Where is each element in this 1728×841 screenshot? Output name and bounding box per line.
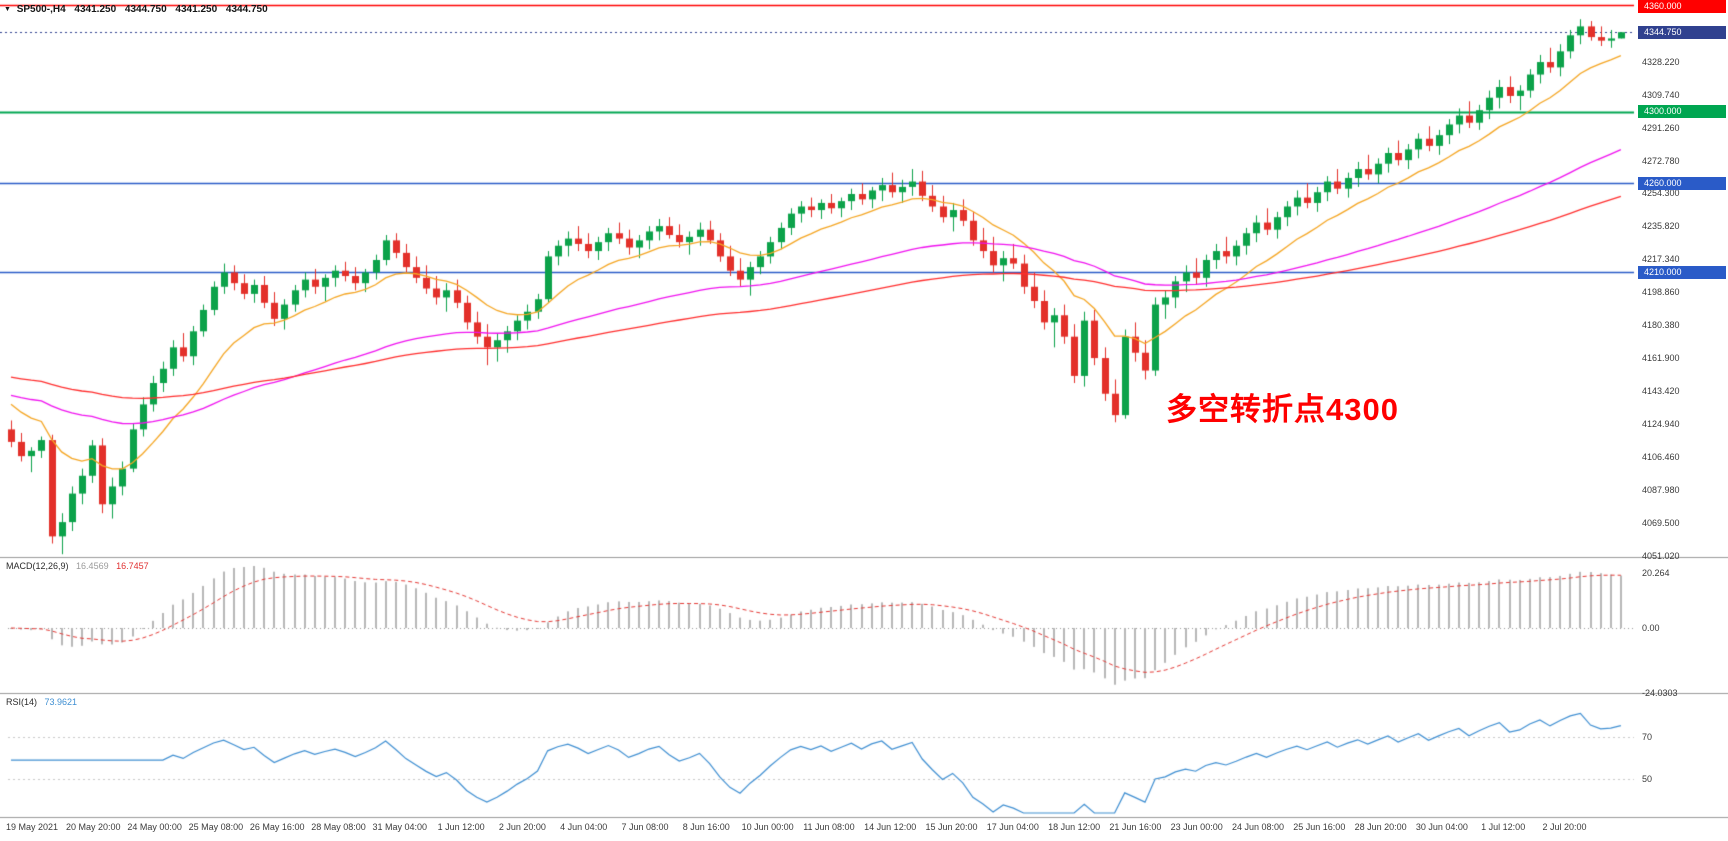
price-scale-label: 4180.380 [1642,320,1680,331]
price-scale-label: 4198.860 [1642,287,1680,298]
time-axis-label: 25 Jun 16:00 [1293,822,1346,832]
macd-scale-label: 0.00 [1642,623,1660,633]
macd-signal-value: 16.7457 [116,561,149,571]
time-axis-label: 10 Jun 00:00 [741,822,794,832]
price-scale-label: 4291.260 [1642,122,1680,133]
rsi-name: RSI(14) [6,697,38,707]
symbol-timeframe: SP500-,H4 [16,4,66,15]
macd-indicator-label: MACD(12,26,9) 16.4569 16.7457 [6,561,149,571]
ohlc-open: 4341.250 [74,4,117,15]
price-scale-label: 4124.940 [1642,419,1680,430]
time-axis-label: 23 Jun 00:00 [1170,822,1223,832]
time-axis-label: 18 Jun 12:00 [1048,822,1101,832]
time-axis-label: 1 Jun 12:00 [437,822,485,832]
hline-price-badge: 4210.000 [1638,265,1726,279]
time-axis-label: 8 Jun 16:00 [682,822,730,832]
current-price-badge: 4344.750 [1638,25,1726,39]
time-axis-label: 30 Jun 04:00 [1415,822,1468,832]
hline-price-badge: 4300.000 [1638,105,1726,119]
macd-scale-label: -24.0303 [1642,688,1678,699]
ohlc-low: 4341.250 [175,4,218,15]
time-axis-label: 2 Jun 20:00 [498,822,546,832]
price-scale-label: 4272.780 [1642,155,1680,166]
time-axis-label: 25 May 08:00 [188,822,244,832]
ohlc-high: 4344.750 [124,4,167,15]
time-axis-label: 21 Jun 16:00 [1109,822,1162,832]
time-axis-label: 14 Jun 12:00 [864,822,917,832]
symbol-menu-icon[interactable]: ▼ [4,6,11,13]
time-axis-label: 26 May 16:00 [249,822,305,832]
time-axis-label: 4 Jun 04:00 [560,822,608,832]
time-axis-label: 24 Jun 08:00 [1231,822,1285,832]
price-scale-label: 4106.460 [1642,452,1680,463]
time-axis-label: 28 May 08:00 [311,822,366,832]
macd-main-value: 16.4569 [76,561,109,571]
time-axis-label: 2 Jul 20:00 [1542,822,1587,832]
rsi-scale-label: 50 [1642,774,1653,784]
time-axis-label: 19 May 2021 [5,822,59,832]
price-scale-label: 4328.220 [1642,56,1680,67]
price-scale-label: 4217.340 [1642,254,1680,265]
time-axis-label: 31 May 04:00 [372,822,428,832]
rsi-value: 73.9621 [44,697,78,707]
time-axis-label: 7 Jun 08:00 [621,822,669,832]
hline-price-badge: 4260.000 [1638,176,1726,190]
ohlc-close: 4344.750 [225,4,268,15]
time-axis-label: 17 Jun 04:00 [986,822,1039,832]
price-scale-label: 4087.980 [1642,485,1680,496]
rsi-scale-label: 70 [1642,732,1653,742]
time-axis-label: 1 Jul 12:00 [1481,822,1526,832]
hline-price-badge: 4360.000 [1638,0,1726,13]
chart-title: ▼ SP500-,H4 4341.250 4344.750 4341.250 4… [4,4,268,15]
macd-name: MACD(12,26,9) [6,561,69,571]
rsi-indicator-label: RSI(14) 73.9621 [6,697,77,707]
price-scale-label: 4051.020 [1642,550,1680,561]
price-scale-label: 4254.300 [1642,188,1680,199]
time-scale[interactable]: 19 May 2021 20 May 20:00 24 May 00:00 25 Ma… [0,818,1728,841]
price-scale-label: 4161.900 [1642,353,1680,364]
time-axis-label: 11 Jun 08:00 [803,822,855,832]
price-scale-label: 4235.820 [1642,221,1680,232]
price-scale-label: 4143.420 [1642,386,1680,397]
time-axis-label: 15 Jun 20:00 [925,822,978,832]
chart-annotation: 多空转折点4300 [1166,392,1399,427]
time-axis-label: 28 Jun 20:00 [1354,822,1407,832]
macd-scale-label: 20.264 [1642,567,1670,578]
price-scale-label: 4069.500 [1642,518,1680,528]
time-axis-label: 24 May 00:00 [127,822,182,832]
time-axis-label: 20 May 20:00 [66,822,121,832]
price-scale[interactable]: 4328.220 4309.740 4291.260 4272.780 4254.300… [1638,0,1728,841]
price-scale-label: 4309.740 [1642,89,1680,100]
